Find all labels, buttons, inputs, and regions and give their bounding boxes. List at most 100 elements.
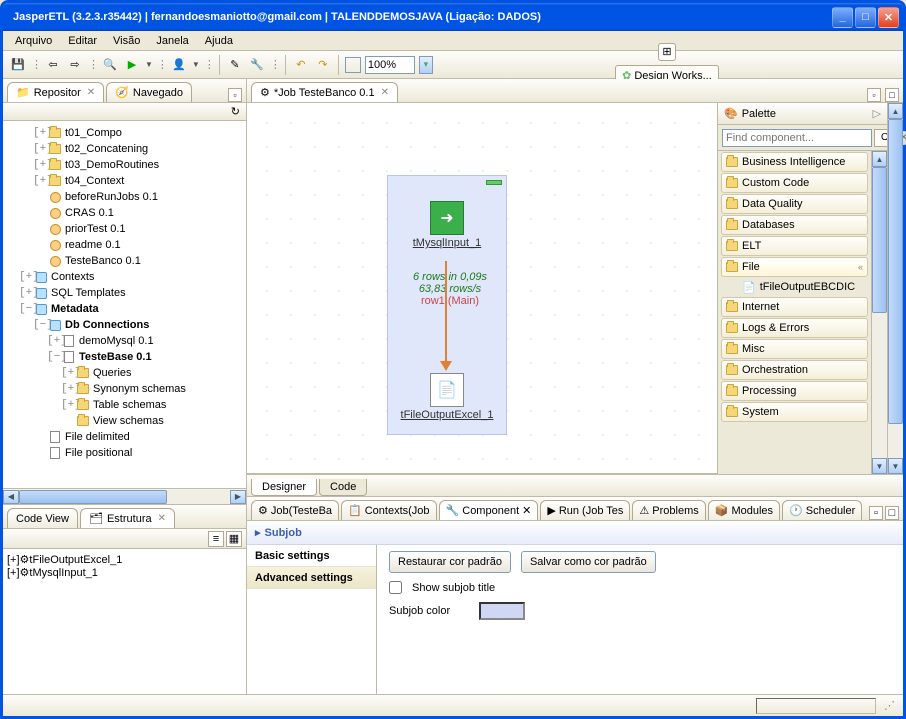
edit-icon[interactable]: ✎ xyxy=(226,56,244,74)
color-swatch[interactable] xyxy=(479,602,525,620)
tab-contextsjob[interactable]: 📋Contexts(Job xyxy=(341,500,437,520)
outline-item[interactable]: [+]⚙tFileOutputExcel_1 xyxy=(7,553,242,566)
close-icon[interactable]: ✕ xyxy=(522,504,531,517)
repository-tree[interactable]: [+]t01_Compo[+]t02_Concatening[+]t03_Dem… xyxy=(3,121,246,488)
tree-row[interactable]: [+]t01_Compo xyxy=(5,125,244,141)
scroll-thumb[interactable] xyxy=(19,490,167,504)
tab-component[interactable]: 🔧Component✕ xyxy=(439,500,539,520)
tab-codeview[interactable]: Code View xyxy=(7,508,78,528)
scroll-thumb[interactable] xyxy=(888,119,903,424)
palette-vscrollbar[interactable]: ▲ ▼ xyxy=(871,151,887,474)
tree-row[interactable]: [+]t02_Concatening xyxy=(5,141,244,157)
tree-row[interactable]: [+]t03_DemoRoutines xyxy=(5,157,244,173)
save-icon[interactable]: 💾 xyxy=(9,56,27,74)
redo-icon[interactable]: ↷ xyxy=(314,56,332,74)
palette-category[interactable]: Business Intelligence xyxy=(721,152,868,172)
tree-toggle-icon[interactable]: [+] xyxy=(61,399,75,411)
wrench-icon[interactable]: 🔧 xyxy=(248,56,266,74)
nav-fwd-icon[interactable]: ⇨ xyxy=(66,56,84,74)
tree-row[interactable]: [+]Table schemas xyxy=(5,397,244,413)
tree-row[interactable]: [+]Synonym schemas xyxy=(5,381,244,397)
tree-row[interactable]: [+]t04_Context xyxy=(5,173,244,189)
tree-toggle-icon[interactable]: [+] xyxy=(61,367,75,379)
tab-modules[interactable]: 📦Modules xyxy=(708,500,780,520)
tree-row[interactable]: [+]Contexts xyxy=(5,269,244,285)
tree-row[interactable]: File delimited xyxy=(5,429,244,445)
outline-item[interactable]: [+]⚙tMysqlInput_1 xyxy=(7,566,242,579)
tree-toggle-icon[interactable]: [−] xyxy=(19,303,33,315)
palette-item[interactable]: 📄tFileOutputEBCDIC xyxy=(718,278,871,296)
resize-grip-icon[interactable]: ⋰ xyxy=(884,699,895,712)
menu-editar[interactable]: Editar xyxy=(60,33,105,49)
tree-toggle-icon[interactable]: [+] xyxy=(7,554,20,566)
tree-row[interactable]: File positional xyxy=(5,445,244,461)
tree-row[interactable]: View schemas xyxy=(5,413,244,429)
view-menu-icon[interactable]: ▫ xyxy=(228,88,242,102)
tree-row[interactable]: priorTest 0.1 xyxy=(5,221,244,237)
palette-category[interactable]: Data Quality xyxy=(721,194,868,214)
scroll-right-icon[interactable]: ▶ xyxy=(230,490,246,504)
tab-navigator[interactable]: 🧭Navegado xyxy=(106,82,192,102)
nav-back-icon[interactable]: ⇦ xyxy=(44,56,62,74)
palette-category[interactable]: Orchestration xyxy=(721,360,868,380)
tree-row[interactable]: CRAS 0.1 xyxy=(5,205,244,221)
palette-category[interactable]: Custom Code xyxy=(721,173,868,193)
tab-runjobtes[interactable]: ▶Run (Job Tes xyxy=(540,500,630,520)
menu-janela[interactable]: Janela xyxy=(148,33,196,49)
tree-row[interactable]: [+]Queries xyxy=(5,365,244,381)
link-arrow[interactable] xyxy=(445,261,447,365)
tree-row[interactable]: readme 0.1 xyxy=(5,237,244,253)
tree-toggle-icon[interactable]: [+] xyxy=(19,271,33,283)
outline-mode2-icon[interactable]: ▦ xyxy=(226,531,242,547)
zoom-input[interactable] xyxy=(365,56,415,74)
zoom-dropdown-icon[interactable]: ▾ xyxy=(419,56,433,74)
perspective-icon[interactable]: ⊞ xyxy=(658,43,676,61)
tree-toggle-icon[interactable]: [+] xyxy=(33,143,47,155)
zoom-fit-icon[interactable] xyxy=(345,57,361,73)
project-dropdown-icon[interactable]: ▼ xyxy=(192,60,200,69)
tab-jobtesteba[interactable]: ⚙Job(TesteBa xyxy=(251,500,339,520)
outline-tree[interactable]: [+]⚙tFileOutputExcel_1[+]⚙tMysqlInput_1 xyxy=(3,549,246,694)
view-control-icon[interactable]: □ xyxy=(885,506,899,520)
tree-toggle-icon[interactable]: [+] xyxy=(47,335,61,347)
close-icon[interactable]: ✕ xyxy=(87,87,95,98)
tree-row[interactable]: [−]Metadata xyxy=(5,301,244,317)
tab-job[interactable]: ⚙*Job TesteBanco 0.1✕ xyxy=(251,82,398,102)
tab-designer[interactable]: Designer xyxy=(251,479,317,496)
palette-category[interactable]: Databases xyxy=(721,215,868,235)
menu-ajuda[interactable]: Ajuda xyxy=(197,33,241,49)
designer-canvas[interactable]: ➜ tMysqlInput_1 6 rows in 0,09s 63,83 ro… xyxy=(247,103,717,474)
tree-row[interactable]: [−]TesteBase 0.1 xyxy=(5,349,244,365)
project-icon[interactable]: 👤 xyxy=(170,56,188,74)
palette-category[interactable]: Processing xyxy=(721,381,868,401)
menu-arquivo[interactable]: Arquivo xyxy=(7,33,60,49)
tree-toggle-icon[interactable]: [−] xyxy=(47,351,61,363)
scroll-down-icon[interactable]: ▼ xyxy=(872,458,887,474)
tree-toggle-icon[interactable]: [+] xyxy=(33,127,47,139)
minimize-view-icon[interactable]: ▫ xyxy=(867,88,881,102)
scroll-thumb[interactable] xyxy=(872,167,887,313)
minimize-button[interactable]: _ xyxy=(832,7,853,28)
canvas-vscrollbar[interactable]: ▲ ▼ xyxy=(887,103,903,474)
sidelist-basic[interactable]: Basic settings xyxy=(247,545,376,567)
run-dropdown-icon[interactable]: ▼ xyxy=(145,60,153,69)
run-icon[interactable]: ▶ xyxy=(123,56,141,74)
close-button[interactable]: ✕ xyxy=(878,7,899,28)
sidelist-advanced[interactable]: Advanced settings xyxy=(247,567,376,589)
tab-problems[interactable]: ⚠Problems xyxy=(632,500,705,520)
tab-scheduler[interactable]: 🕐Scheduler xyxy=(782,500,862,520)
refresh-repo-icon[interactable]: ↻ xyxy=(231,105,240,118)
tree-toggle-icon[interactable]: [+] xyxy=(33,175,47,187)
tree-row[interactable]: beforeRunJobs 0.1 xyxy=(5,189,244,205)
tab-repository[interactable]: 📁Repositor✕ xyxy=(7,82,104,102)
close-icon[interactable]: ✕ xyxy=(381,87,389,98)
tree-row[interactable]: [+]demoMysql 0.1 xyxy=(5,333,244,349)
restore-color-button[interactable]: Restaurar cor padrão xyxy=(389,551,511,573)
palette-category[interactable]: ELT xyxy=(721,236,868,256)
maximize-view-icon[interactable]: □ xyxy=(885,88,899,102)
scroll-down-icon[interactable]: ▼ xyxy=(888,458,903,474)
tree-row[interactable]: [−]Db Connections xyxy=(5,317,244,333)
save-color-button[interactable]: Salvar como cor padrão xyxy=(521,551,656,573)
palette-collapse-icon[interactable]: ▷ xyxy=(873,107,881,120)
tab-estrutura[interactable]: 🗂Estrutura✕ xyxy=(80,508,175,528)
